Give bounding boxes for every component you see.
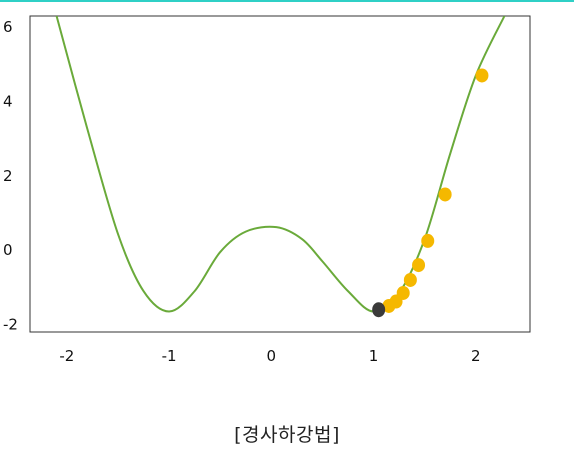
plot-area xyxy=(55,16,506,318)
y-tick-labels: -2 0 2 4 6 xyxy=(3,18,18,333)
x-tick-label: -2 xyxy=(59,347,74,365)
loss-curve-line xyxy=(55,16,506,313)
y-tick-label: 2 xyxy=(3,167,13,185)
y-tick-label: -2 xyxy=(3,316,18,334)
gradient-step-point xyxy=(475,68,489,83)
x-tick-label: 1 xyxy=(369,347,379,365)
gradient-step-point xyxy=(412,258,426,273)
x-tick-labels: -2 -1 0 1 2 xyxy=(59,347,480,365)
x-tick-label: 0 xyxy=(267,347,277,365)
plot-frame xyxy=(29,15,531,333)
gradient-step-point xyxy=(421,233,435,248)
gradient-step-point xyxy=(438,187,452,202)
x-tick-label: -1 xyxy=(162,347,177,365)
y-tick-label: 0 xyxy=(3,241,13,259)
y-tick-label: 4 xyxy=(3,93,13,111)
y-tick-label: 6 xyxy=(3,18,13,36)
chart-caption: [경사하강법] xyxy=(234,424,340,446)
gradient-step-point xyxy=(382,298,396,313)
top-accent-rule xyxy=(0,0,574,2)
current-point xyxy=(372,302,386,318)
gradient-step-point xyxy=(403,272,417,287)
x-tick-label: 2 xyxy=(471,347,481,365)
